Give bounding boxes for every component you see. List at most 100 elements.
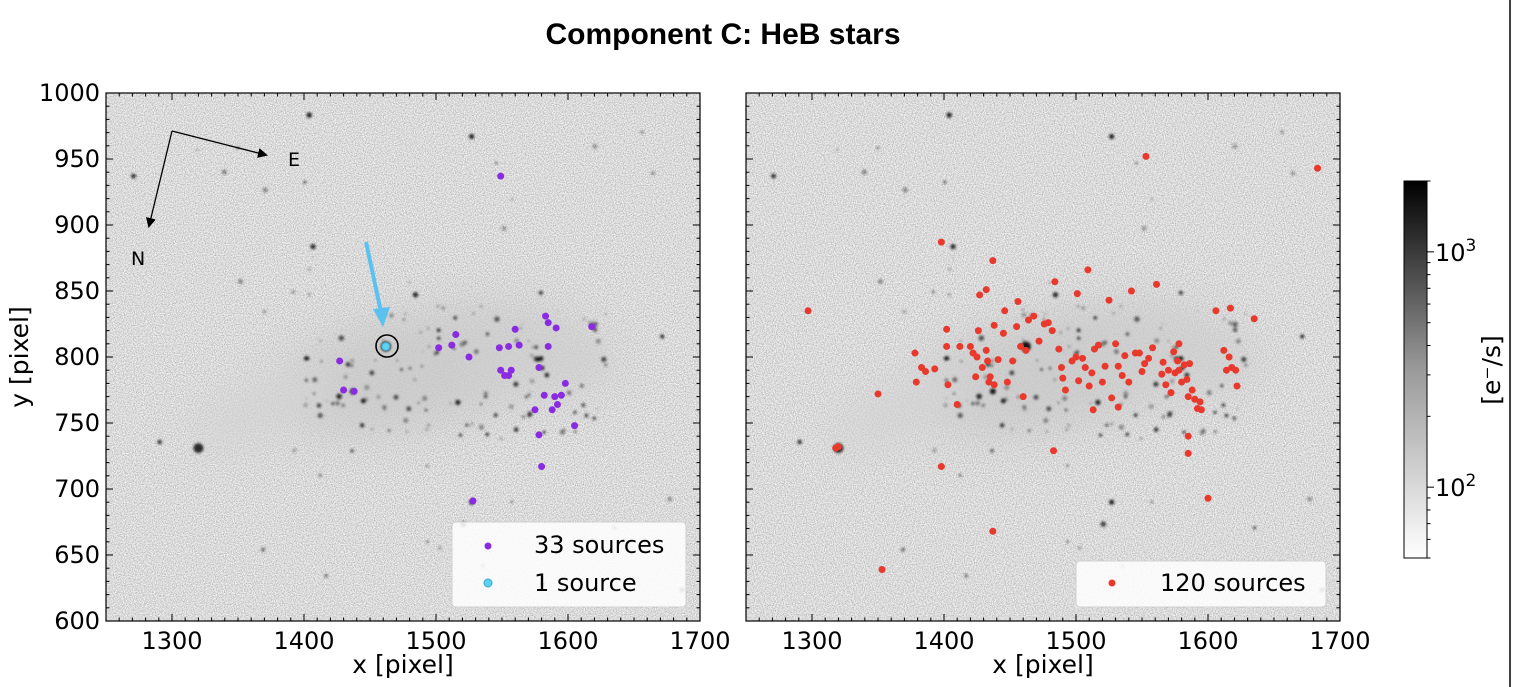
background-star: [990, 364, 994, 367]
background-star: [556, 310, 558, 312]
background-star: [291, 290, 295, 294]
scatter-point: [1017, 342, 1025, 350]
background-star: [1052, 292, 1059, 298]
background-star: [369, 370, 375, 376]
scatter-point: [535, 431, 543, 439]
background-star: [1062, 395, 1068, 401]
background-star: [422, 395, 428, 401]
background-star: [393, 394, 399, 400]
background-star: [382, 339, 385, 341]
scatter-point: [1204, 494, 1212, 502]
background-star: [326, 400, 328, 402]
scatter-point: [1118, 371, 1126, 379]
background-star: [303, 180, 307, 184]
scatter-point: [1175, 366, 1183, 374]
scatter-point: [956, 342, 964, 350]
background-star: [592, 416, 597, 421]
colorbar-tick-label: 102: [1435, 471, 1476, 502]
colorbar-tick-label: 103: [1435, 236, 1476, 267]
scatter-point: [1059, 374, 1067, 382]
background-star: [1100, 521, 1107, 527]
background-star: [437, 336, 441, 340]
scatter-point: [1101, 362, 1109, 370]
scatter-point: [571, 422, 579, 430]
background-star: [527, 340, 530, 342]
background-star: [1280, 130, 1284, 134]
scatter-point: [531, 406, 539, 414]
scatter-point: [465, 353, 473, 361]
scatter-point: [1196, 398, 1204, 406]
background-star: [1021, 312, 1027, 318]
scatter-point: [1024, 316, 1032, 324]
background-star: [983, 374, 988, 380]
background-star: [947, 293, 952, 297]
scatter-point: [931, 365, 939, 373]
background-star: [1140, 437, 1143, 440]
scatter-point: [937, 238, 945, 246]
background-star: [335, 401, 340, 406]
left-image-background: [106, 93, 700, 621]
scatter-point: [1001, 307, 1009, 315]
right-image-background: [746, 93, 1340, 621]
scatter-point: [1138, 368, 1146, 376]
left-ticks: 1300 1400 1500 1600 1700 600 650 700 750 800 850 90…: [39, 79, 731, 655]
background-star: [437, 546, 442, 550]
scatter-point: [1003, 378, 1011, 386]
background-star: [990, 359, 994, 363]
background-star: [1045, 430, 1049, 433]
scatter-point: [435, 344, 443, 352]
background-star: [542, 430, 546, 434]
scatter-point: [982, 286, 990, 294]
scatter-point: [542, 312, 550, 320]
scatter-point: [953, 401, 961, 409]
background-star: [1105, 423, 1109, 427]
scatter-point: [588, 323, 596, 331]
background-star: [459, 341, 465, 347]
background-star: [449, 402, 452, 405]
background-star: [510, 500, 514, 504]
background-star: [345, 362, 351, 367]
scatter-point: [1158, 370, 1166, 378]
background-star: [1109, 134, 1115, 140]
scatter-point: [1050, 447, 1058, 455]
background-star: [943, 403, 948, 408]
background-star: [944, 378, 949, 382]
background-star: [427, 423, 431, 427]
scatter-point: [1170, 348, 1178, 356]
background-star: [1065, 428, 1069, 432]
background-star: [950, 244, 956, 250]
scatter-point: [1159, 358, 1167, 366]
background-star: [436, 328, 441, 333]
background-star: [412, 292, 419, 298]
highlight-annotation: [364, 241, 399, 358]
background-star: [376, 395, 381, 399]
background-star: [413, 378, 417, 382]
background-star: [441, 306, 446, 310]
background-star: [1022, 339, 1025, 341]
background-star: [493, 413, 498, 417]
scatter-point: [552, 324, 560, 332]
background-star: [422, 350, 424, 353]
background-star: [1081, 306, 1086, 310]
background-star: [1202, 428, 1206, 432]
left-scatter-points: [336, 172, 596, 505]
background-star: [472, 312, 475, 315]
scatter-point: [1081, 364, 1089, 372]
background-star: [320, 360, 323, 363]
background-star: [1033, 394, 1039, 400]
background-star: [1010, 428, 1014, 431]
background-star: [527, 411, 533, 417]
background-star: [292, 448, 297, 453]
background-star: [521, 323, 524, 325]
background-star: [426, 327, 430, 330]
background-star: [959, 340, 962, 342]
scatter-point: [381, 341, 391, 351]
background-star: [1119, 304, 1123, 308]
scatter-point: [1145, 354, 1153, 362]
right-x-axis-label: x [pixel]: [992, 650, 1093, 679]
background-star: [324, 574, 328, 578]
background-star: [1233, 327, 1238, 332]
scatter-point: [912, 378, 920, 386]
background-star: [771, 173, 776, 179]
